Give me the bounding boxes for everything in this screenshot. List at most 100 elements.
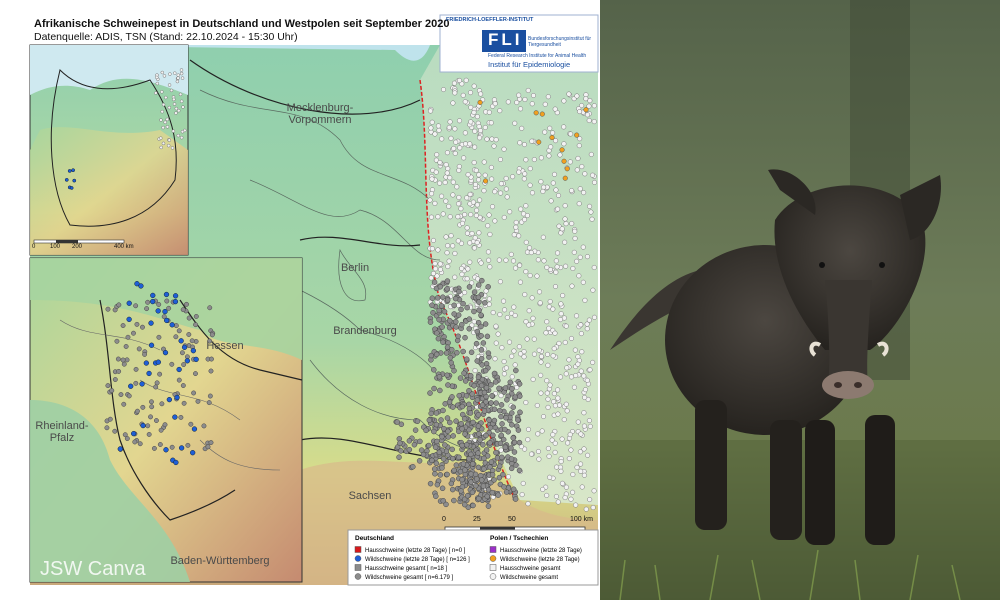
point xyxy=(175,79,180,84)
point xyxy=(481,389,488,396)
point xyxy=(143,360,149,366)
point xyxy=(145,299,151,305)
point xyxy=(433,169,439,175)
scale-label: 100 km xyxy=(570,516,593,523)
point xyxy=(151,445,157,451)
point xyxy=(467,191,473,197)
point xyxy=(580,244,586,250)
point xyxy=(440,294,446,300)
point xyxy=(577,136,583,142)
point xyxy=(478,347,485,353)
point xyxy=(452,90,458,96)
point xyxy=(444,471,450,478)
point xyxy=(579,103,585,109)
point xyxy=(537,300,543,306)
point xyxy=(435,123,442,129)
point xyxy=(426,417,433,423)
point xyxy=(435,335,442,342)
point xyxy=(429,246,435,252)
point xyxy=(582,394,588,401)
point xyxy=(590,172,596,178)
point xyxy=(479,277,485,284)
point xyxy=(568,131,574,137)
point xyxy=(186,332,192,337)
point xyxy=(493,400,499,406)
point xyxy=(490,310,496,316)
point xyxy=(461,496,468,503)
point xyxy=(579,349,585,355)
point xyxy=(485,249,491,255)
point xyxy=(428,410,434,417)
point xyxy=(591,179,598,185)
point xyxy=(581,423,587,429)
point xyxy=(562,203,568,209)
legend-label: Hausschweine gesamt xyxy=(500,566,561,572)
point xyxy=(453,324,459,330)
point xyxy=(435,214,441,220)
point xyxy=(64,178,69,182)
point xyxy=(462,467,468,473)
point xyxy=(179,71,184,76)
point xyxy=(498,413,504,420)
boar-photo xyxy=(600,0,1000,600)
point xyxy=(466,325,472,332)
point xyxy=(509,353,515,359)
point xyxy=(489,204,496,210)
point xyxy=(472,128,478,134)
point xyxy=(478,355,485,362)
point xyxy=(150,298,156,305)
point xyxy=(191,390,197,396)
point xyxy=(412,427,419,433)
point xyxy=(166,143,171,148)
point xyxy=(501,371,507,377)
point xyxy=(555,395,561,401)
point xyxy=(523,239,529,245)
point xyxy=(431,466,438,472)
point xyxy=(463,356,470,362)
point xyxy=(564,365,570,371)
point xyxy=(158,427,164,433)
legend-title: Deutschland xyxy=(355,535,394,542)
point xyxy=(473,167,479,173)
point xyxy=(472,471,479,478)
point xyxy=(160,90,164,94)
point xyxy=(180,129,185,134)
point xyxy=(552,449,558,455)
point xyxy=(527,166,533,172)
point xyxy=(439,433,445,440)
point xyxy=(590,359,596,365)
point xyxy=(429,119,435,125)
point xyxy=(517,279,524,285)
point xyxy=(456,77,463,83)
point xyxy=(552,403,558,409)
point xyxy=(469,322,475,328)
point xyxy=(475,177,482,183)
point xyxy=(523,203,529,209)
point xyxy=(577,186,583,192)
point xyxy=(531,351,538,357)
point xyxy=(554,464,560,470)
point xyxy=(171,129,176,133)
point xyxy=(510,174,516,180)
point xyxy=(174,394,180,401)
point xyxy=(436,374,443,380)
point xyxy=(566,91,572,97)
point xyxy=(186,315,192,321)
point xyxy=(472,482,479,489)
point xyxy=(485,350,492,356)
point xyxy=(178,92,183,97)
point xyxy=(137,441,143,447)
point xyxy=(177,108,181,113)
point xyxy=(471,245,478,251)
region-label: Hessen xyxy=(206,340,244,352)
point xyxy=(506,339,513,345)
point xyxy=(550,306,556,312)
point xyxy=(207,305,213,311)
point xyxy=(477,197,483,203)
point xyxy=(165,117,169,122)
point xyxy=(474,328,481,335)
point xyxy=(489,489,496,496)
point xyxy=(179,350,185,356)
point xyxy=(522,96,528,103)
point xyxy=(427,319,434,325)
